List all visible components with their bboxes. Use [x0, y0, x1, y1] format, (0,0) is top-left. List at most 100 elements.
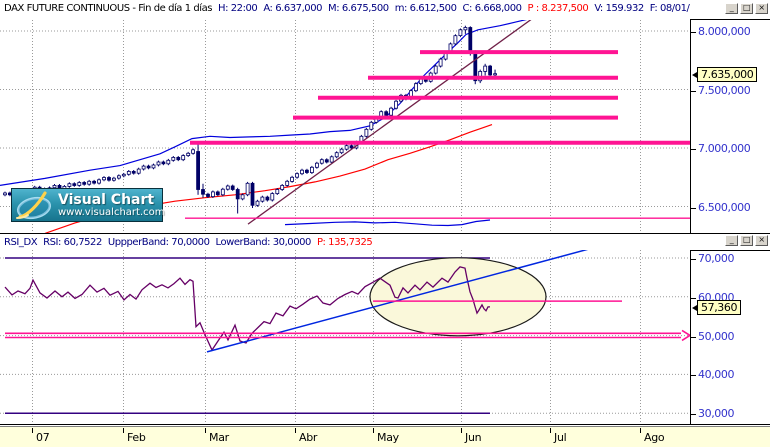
- rsi-chart-title: RSI_DX RSI: 60,7522 UppperBand: 70,0000 Low…: [0, 234, 770, 250]
- candle: [319, 158, 324, 165]
- candle: [483, 63, 488, 76]
- candle: [240, 193, 245, 201]
- title-segment: F: 08/01/: [649, 3, 690, 14]
- upper-chart-title: DAX FUTURE CONTINUOUS - Fin de día 1 día…: [0, 0, 770, 17]
- title-segment: P : 8.237,500: [527, 3, 589, 14]
- axis-tick-label: 7.500,000: [698, 83, 751, 97]
- candle: [463, 25, 468, 34]
- candle: [260, 195, 265, 203]
- candle: [186, 151, 191, 157]
- candle: [72, 182, 77, 187]
- close-button[interactable]: ×: [755, 3, 768, 14]
- rsi-maximize-button[interactable]: □: [740, 235, 753, 246]
- upper-window-controls: _ □ ×: [725, 3, 768, 14]
- candle: [151, 163, 156, 170]
- candle: [250, 181, 255, 208]
- title-segment: V: 159.932: [594, 3, 644, 14]
- level-arrow-icon: [681, 329, 692, 342]
- candle: [389, 106, 394, 117]
- rsi-window-controls: _ □ ×: [725, 235, 768, 246]
- month-label: Mar: [209, 431, 229, 444]
- month-label: Ago: [644, 431, 665, 444]
- upper-panel-titlebar[interactable]: DAX FUTURE CONTINUOUS - Fin de día 1 día…: [0, 0, 770, 19]
- candle: [394, 99, 399, 110]
- candle: [339, 147, 344, 155]
- axis-tick-label: 70,000: [698, 252, 735, 265]
- candle: [433, 64, 438, 75]
- rsi-tag-arrow-icon: [692, 305, 697, 312]
- title-segment: A: 6.637,000: [263, 3, 323, 14]
- title-segment: RSI_DX: [4, 237, 38, 248]
- candle: [201, 183, 205, 198]
- candle: [255, 199, 260, 207]
- flat-band-line: [284, 219, 491, 227]
- resistance-levels: [185, 50, 690, 219]
- axis-tick-label: 7.000,000: [698, 142, 751, 155]
- rsi-line: [4, 266, 490, 352]
- month-label: Jun: [465, 431, 482, 444]
- candle: [126, 170, 131, 176]
- candle: [230, 184, 235, 191]
- candle: [166, 158, 171, 166]
- rsi-axis: 57,360 70,000 60,000 50,000 40,000 30,000: [690, 250, 770, 424]
- month-label: May: [377, 431, 399, 444]
- candle: [176, 156, 181, 162]
- candle: [270, 192, 275, 202]
- title-segment: UppperBand: 70,0000: [107, 237, 210, 248]
- candle: [136, 167, 141, 175]
- candle: [87, 179, 92, 186]
- candle: [112, 176, 116, 182]
- candle: [82, 181, 87, 186]
- last-price-tag: 7.635,000: [692, 66, 758, 82]
- candle: [245, 181, 250, 197]
- rsi-panel-titlebar[interactable]: RSI_DX RSI: 60,7522 UppperBand: 70,0000 Low…: [0, 234, 770, 250]
- candle: [3, 191, 7, 197]
- candle: [334, 151, 339, 159]
- candle: [275, 188, 280, 195]
- title-segment: m: 6.612,500: [394, 3, 457, 14]
- visualchart-logo: Visual Chart www.visualchart.com: [11, 188, 164, 222]
- time-axis: 07 Feb Mar Abr May Jun Jul Ago: [0, 426, 770, 447]
- candle: [146, 164, 151, 170]
- candle: [280, 184, 285, 191]
- title-segment: H: 22:00: [218, 3, 258, 14]
- candle: [364, 127, 369, 138]
- candle: [67, 182, 72, 188]
- candle: [77, 181, 82, 187]
- candle: [324, 158, 329, 164]
- candle: [156, 160, 161, 167]
- candle: [206, 192, 210, 198]
- candle: [161, 160, 166, 166]
- candle: [92, 179, 96, 185]
- candle: [285, 179, 290, 187]
- candle: [458, 28, 463, 38]
- title-segment: C: 6.668,000: [462, 3, 522, 14]
- axis-tick-label: 50,000: [698, 329, 735, 343]
- axis-tick-label: 40,000: [698, 368, 735, 382]
- rsi-close-button[interactable]: ×: [755, 235, 768, 246]
- rsi-indicator-plot[interactable]: [0, 250, 770, 424]
- bottom-separator: [0, 424, 770, 425]
- candle: [438, 57, 443, 68]
- candle: [225, 184, 230, 191]
- minimize-button[interactable]: _: [725, 3, 738, 14]
- month-label: Abr: [299, 431, 318, 444]
- candle: [97, 178, 101, 185]
- rsi-minimize-button[interactable]: _: [725, 235, 738, 246]
- axis-tick-label: 8.000,000: [698, 25, 751, 38]
- candle: [300, 168, 304, 176]
- axis-tick-label: 30,000: [698, 407, 735, 421]
- candle: [369, 120, 374, 131]
- candle: [265, 195, 270, 202]
- candle: [413, 82, 418, 93]
- rsi-ellipse-annotation: [369, 257, 547, 337]
- month-label: 07: [36, 431, 50, 444]
- maximize-button[interactable]: □: [740, 3, 753, 14]
- candle: [171, 156, 176, 162]
- rsi-value-tag: 57,360: [692, 300, 742, 316]
- rsi-levels: [5, 300, 692, 342]
- candle: [191, 148, 196, 155]
- visualchart-logo-icon: [12, 189, 58, 221]
- price-axis: 7.635,000 8.000,000 7.500,000 7.000,000 6.5…: [690, 19, 770, 233]
